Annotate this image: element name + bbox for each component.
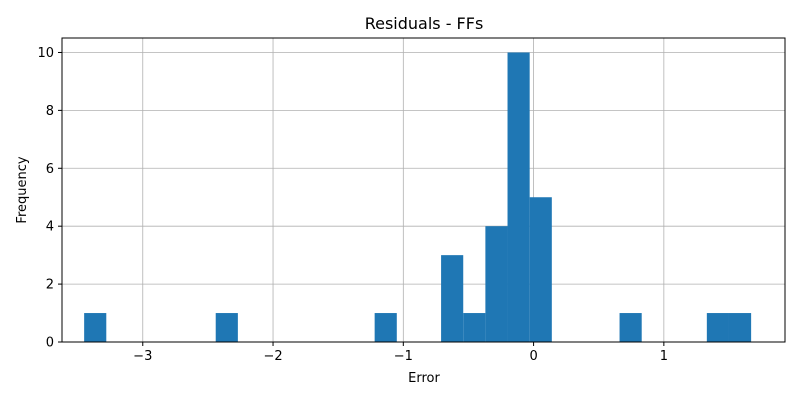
x-tick-label: −3: [133, 349, 152, 364]
y-tick-label: 0: [46, 336, 54, 351]
histogram-bar: [374, 313, 397, 342]
histogram-bar: [529, 197, 552, 342]
y-tick-label: 2: [46, 278, 54, 293]
histogram-bar: [706, 313, 729, 342]
plot-frame: [61, 37, 786, 343]
y-tick-label: 6: [46, 162, 54, 177]
grid-layer: [62, 38, 785, 343]
y-axis-label: Frequency: [15, 156, 30, 223]
y-tick-label: 4: [46, 220, 54, 235]
bars-layer: [84, 52, 752, 342]
histogram-bar: [463, 313, 486, 342]
histogram-bar: [507, 52, 530, 342]
y-tick-label: 10: [37, 46, 54, 61]
x-tick-label: 1: [660, 349, 668, 364]
histogram-bar: [441, 255, 464, 342]
histogram-bar: [619, 313, 642, 342]
x-tick-label: −1: [394, 349, 413, 364]
histogram-bar: [215, 313, 238, 342]
histogram-bar: [485, 226, 508, 342]
histogram-bar: [84, 313, 107, 342]
histogram-bar: [728, 313, 752, 342]
x-tick-label: 0: [529, 349, 537, 364]
x-tick-label: −2: [263, 349, 282, 364]
y-tick-label: 8: [46, 104, 54, 119]
chart-title: Residuals - FFs: [365, 14, 484, 33]
x-axis-label: Error: [408, 371, 440, 386]
